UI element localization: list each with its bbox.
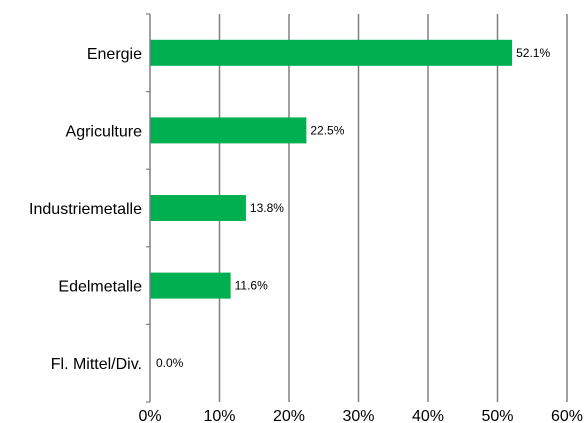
bar-1: [150, 117, 307, 144]
x-tick-label-0: 0%: [138, 408, 161, 423]
bars: [150, 39, 513, 299]
x-tick-label-5: 50%: [481, 408, 513, 423]
category-label-0: Energie: [87, 46, 142, 63]
x-tick-label-4: 40%: [412, 408, 444, 423]
labels: Energie Agriculture Industriemetalle Edelme…: [29, 46, 583, 423]
x-tick-label-3: 30%: [342, 408, 374, 423]
x-tick-label-2: 20%: [273, 408, 305, 423]
category-label-2: Industriemetalle: [29, 201, 142, 218]
data-label-4: 0.0%: [156, 356, 184, 370]
x-tick-label-6: 60%: [551, 408, 583, 423]
category-label-3: Edelmetalle: [58, 279, 142, 296]
data-label-3: 11.6%: [235, 279, 268, 293]
data-label-2: 13.8%: [250, 201, 284, 215]
bar-2: [150, 195, 246, 221]
data-label-0: 52.1%: [516, 46, 550, 60]
axes: [146, 13, 151, 403]
bar-0: [150, 39, 513, 66]
bar-3: [150, 272, 231, 299]
gridlines: [218, 14, 568, 402]
x-tick-label-1: 10%: [203, 408, 235, 423]
category-label-1: Agriculture: [66, 123, 143, 140]
data-label-1: 22.5%: [310, 123, 344, 137]
category-label-4: Fl. Mittel/Div.: [51, 356, 142, 373]
